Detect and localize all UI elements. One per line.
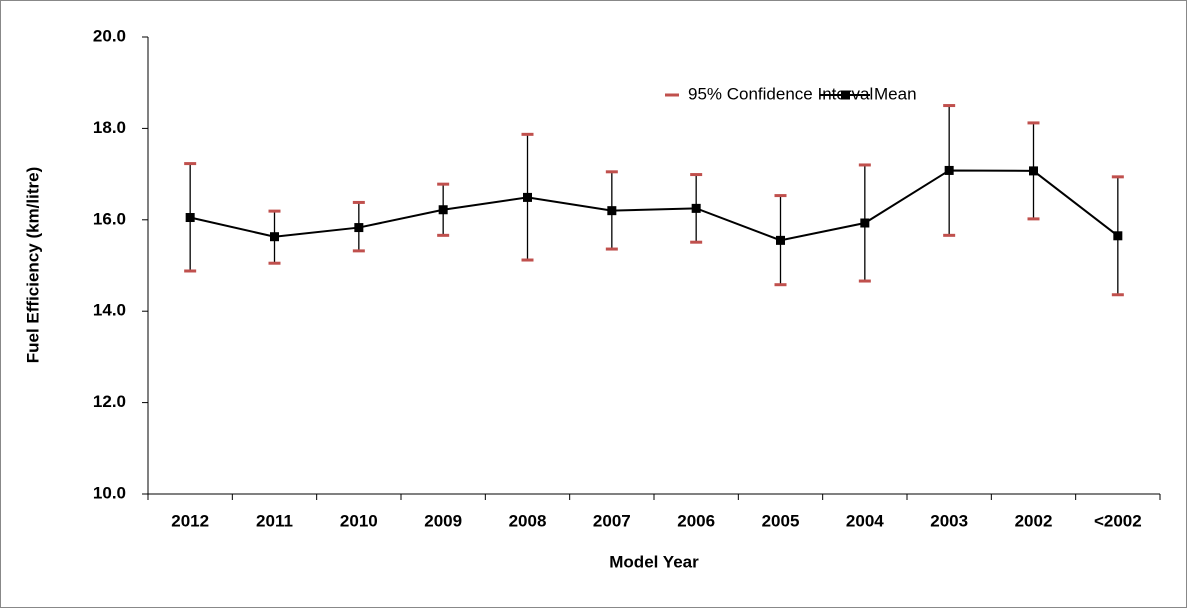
y-tick-label: 12.0 xyxy=(93,392,126,411)
x-tick-label: 2009 xyxy=(424,511,462,530)
x-tick-label: 2010 xyxy=(340,511,378,530)
x-tick-label: <2002 xyxy=(1094,511,1142,530)
mean-marker xyxy=(1029,166,1038,176)
y-tick-label: 14.0 xyxy=(93,301,126,320)
x-tick-label: 2012 xyxy=(171,511,209,530)
x-tick-label: 2004 xyxy=(846,511,884,530)
x-tick-label: 2002 xyxy=(1015,511,1053,530)
x-tick-label: 2011 xyxy=(256,511,293,530)
x-tick-label: 2003 xyxy=(930,511,968,530)
x-tick-label: 2007 xyxy=(593,511,631,530)
mean-marker xyxy=(776,235,785,245)
mean-marker xyxy=(185,213,195,223)
mean-marker xyxy=(691,203,701,213)
legend-swatch xyxy=(841,90,850,100)
mean-marker xyxy=(944,165,954,175)
mean-line xyxy=(189,169,1119,242)
mean-marker xyxy=(607,206,617,216)
mean-marker xyxy=(1113,231,1123,241)
y-tick-label: 18.0 xyxy=(93,118,126,137)
mean-marker xyxy=(438,205,448,215)
mean-marker xyxy=(523,192,532,202)
mean-marker xyxy=(860,218,870,228)
x-tick-label: 2006 xyxy=(677,511,715,530)
x-tick-label: 2008 xyxy=(509,511,547,530)
mean-marker xyxy=(270,232,279,242)
legend-label: Mean xyxy=(874,84,917,103)
mean-marker xyxy=(354,223,364,233)
y-tick-label: 16.0 xyxy=(93,209,126,228)
legend-label: 95% Confidence Interval xyxy=(688,84,873,103)
x-axis-title: Model Year xyxy=(609,552,699,571)
y-tick-label: 20.0 xyxy=(93,26,126,45)
y-tick-label: 10.0 xyxy=(93,483,126,502)
x-tick-label: 2005 xyxy=(762,511,800,530)
y-axis-title: Fuel Efficiency (km/litre) xyxy=(23,167,42,364)
